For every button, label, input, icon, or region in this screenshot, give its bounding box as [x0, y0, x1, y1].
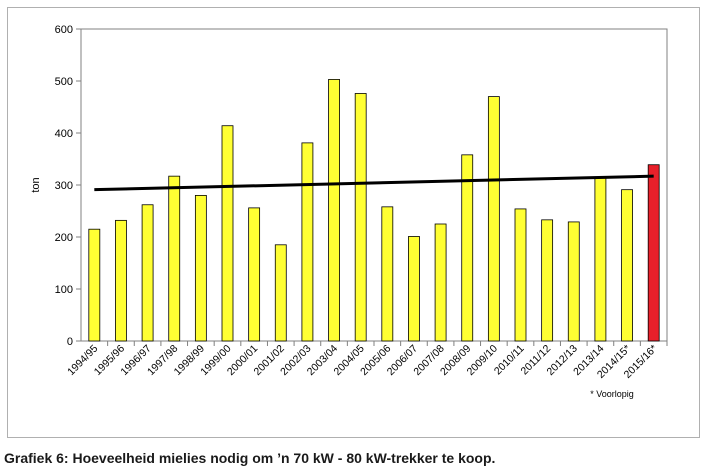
bar-2008/09 [461, 154, 474, 342]
footnote: * Voorlopig [590, 389, 634, 399]
y-tick-label: 300 [55, 180, 73, 192]
bar-2003/04 [328, 79, 340, 342]
bar-1996/97 [141, 204, 154, 342]
bar-2015/16* [647, 164, 660, 342]
bar-2014/15* [621, 189, 633, 342]
y-tick-label: 200 [55, 232, 73, 244]
y-tick-label: 100 [55, 284, 73, 296]
trend-line [94, 174, 654, 192]
bar-2002/03 [301, 142, 314, 342]
bar-1995/96 [115, 219, 127, 342]
y-tick-label: 0 [67, 336, 73, 348]
bar-2007/08 [434, 223, 447, 342]
bar-1994/95 [88, 228, 101, 342]
bar-chart: 0100200300400500600ton1994/951995/961996… [30, 24, 668, 399]
bar-2001/02 [274, 244, 287, 342]
bar-2013/14 [594, 177, 607, 342]
bar-2011/12 [541, 219, 554, 342]
bar-2009/10 [487, 96, 500, 342]
bar-2005/06 [381, 206, 394, 342]
bar-1999/00 [221, 125, 234, 342]
bar-2006/07 [408, 236, 420, 342]
bar-2004/05 [354, 93, 367, 342]
y-tick-label: 500 [55, 76, 73, 88]
bar-2000/01 [248, 207, 261, 342]
chart-caption: Grafiek 6: Hoeveelheid mielies nodig om … [4, 450, 496, 466]
bar-1997/98 [168, 175, 181, 342]
bar-1998/99 [194, 194, 207, 342]
bar-2010/11 [514, 208, 527, 342]
y-axis-label: ton [30, 177, 42, 192]
bar-2012/13 [567, 221, 580, 342]
y-tick-label: 400 [55, 128, 73, 140]
y-tick-label: 600 [55, 24, 73, 36]
